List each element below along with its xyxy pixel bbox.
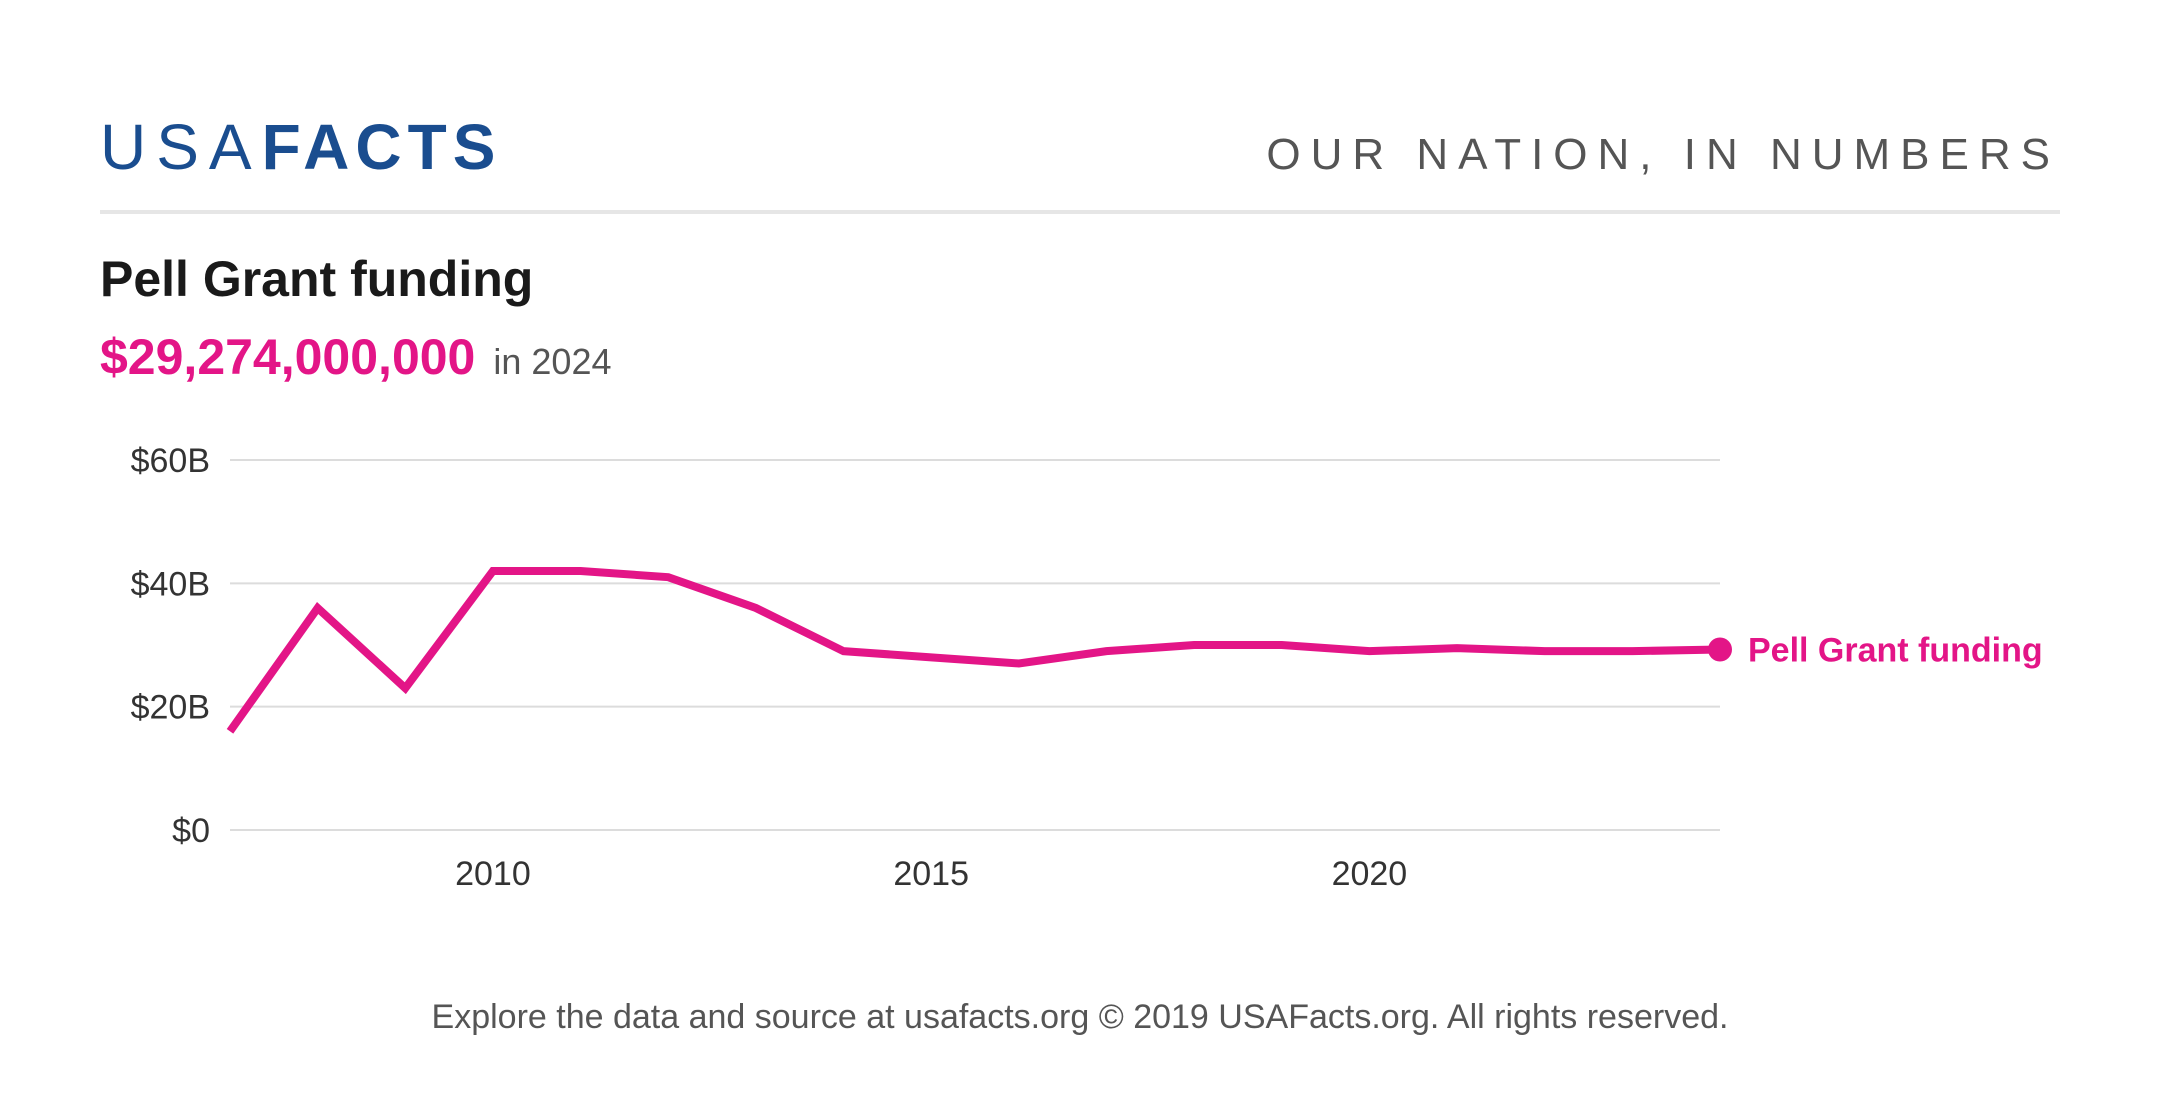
svg-text:$0: $0: [172, 812, 210, 850]
tagline: OUR NATION, IN NUMBERS: [1266, 130, 2060, 180]
svg-text:2010: 2010: [455, 855, 531, 893]
header-divider: [100, 210, 2060, 214]
logo-thin: USA: [100, 111, 262, 183]
svg-text:$40B: $40B: [131, 565, 210, 603]
svg-text:$20B: $20B: [131, 689, 210, 727]
headline-row: $29,274,000,000 in 2024: [100, 328, 611, 386]
headline-value: $29,274,000,000: [100, 328, 475, 386]
chart-title: Pell Grant funding: [100, 250, 611, 308]
svg-text:2015: 2015: [893, 855, 969, 893]
chart-svg: $0 $20B $40B $60B 2010 2015 2020 Pell Grant fun…: [100, 430, 2060, 910]
logo: USAFACTS: [100, 110, 501, 184]
chart-area: $0 $20B $40B $60B 2010 2015 2020 Pell Grant fun…: [100, 430, 2060, 910]
logo-bold: FACTS: [262, 111, 502, 183]
chart-title-block: Pell Grant funding $29,274,000,000 in 20…: [100, 250, 611, 386]
footer-text: Explore the data and source at usafacts.…: [0, 998, 2160, 1037]
page-container: USAFACTS OUR NATION, IN NUMBERS Pell Gra…: [0, 0, 2160, 1107]
svg-text:Pell Grant funding: Pell Grant funding: [1748, 632, 2043, 670]
svg-text:$60B: $60B: [131, 442, 210, 480]
svg-text:2020: 2020: [1332, 855, 1408, 893]
header: USAFACTS OUR NATION, IN NUMBERS: [100, 110, 2060, 184]
headline-year: in 2024: [493, 341, 611, 383]
